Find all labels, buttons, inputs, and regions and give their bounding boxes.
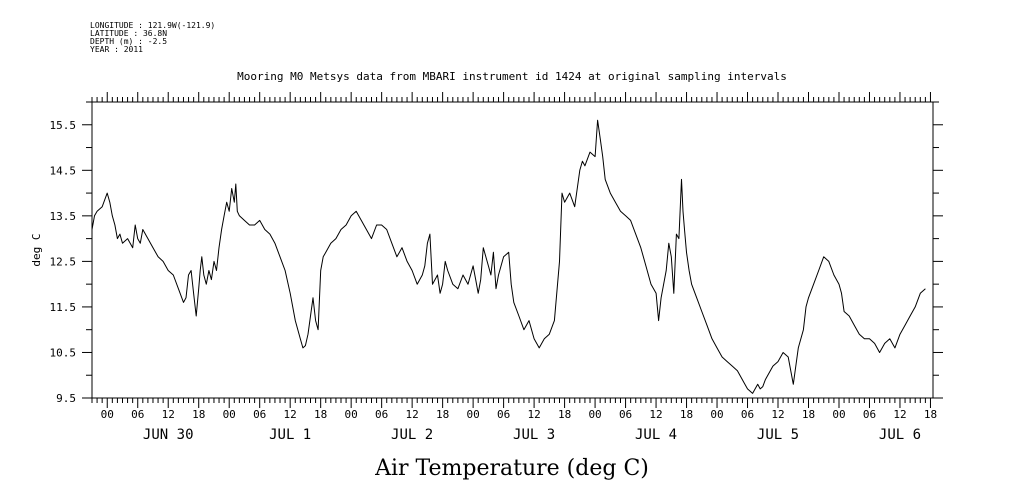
x-hour-label: 18 [192,408,205,421]
y-tick-label: 10.5 [50,346,77,359]
x-hour-label: 18 [558,408,571,421]
x-hour-label: 12 [406,408,419,421]
x-hour-label: 00 [101,408,114,421]
x-day-label: JUN 30 [143,427,194,443]
x-hour-label: 00 [710,408,723,421]
depth-text: DEPTH (m) : -2.5 [90,37,168,46]
x-hour-label: 12 [649,408,662,421]
x-day-label: JUL 3 [513,427,555,443]
chart-title: Mooring M0 Metsys data from MBARI instru… [237,70,787,83]
x-hour-label: 06 [497,408,510,421]
x-hour-label: 06 [131,408,144,421]
plot-frame [91,101,934,399]
year-text: YEAR : 2011 [90,45,143,54]
x-day-label: JUL 6 [879,427,921,443]
series-group [91,119,926,394]
x-hour-label: 06 [375,408,388,421]
x-hour-label: 00 [466,408,479,421]
x-hour-label: 12 [771,408,784,421]
x-hour-label: 12 [893,408,906,421]
x-hour-label: 00 [588,408,601,421]
y-tick-label: 13.5 [50,210,77,223]
mooring-metadata: LONGITUDE : 121.9W(-121.9) LATITUDE : 36… [90,22,215,54]
x-hour-label: 06 [863,408,876,421]
y-axis-ticks: 9.5 10.5 11.5 12.5 13.5 14.5 15.5 [50,101,943,405]
x-hour-label: 06 [253,408,266,421]
x-hour-label: 06 [619,408,632,421]
x-hour-label: 12 [284,408,297,421]
x-hour-label: 00 [345,408,358,421]
x-hour-label: 18 [436,408,449,421]
y-tick-label: 12.5 [50,255,77,268]
y-tick-label: 9.5 [56,392,76,405]
plot-border [91,101,934,399]
y-tick-label: 11.5 [50,301,77,314]
x-hour-label: 06 [741,408,754,421]
x-day-label: JUL 1 [269,427,311,443]
x-hour-label: 18 [924,408,937,421]
longitude-text: LONGITUDE : 121.9W(-121.9) [90,21,216,30]
y-tick-label: 14.5 [50,164,77,177]
x-axis-label: Air Temperature (deg C) [374,456,649,481]
air-temperature-line [91,119,926,394]
x-hour-label: 00 [832,408,845,421]
latitude-text: LATITUDE : 36.8N [90,29,168,38]
y-tick-label: 15.5 [50,119,77,132]
x-hour-label: 18 [314,408,327,421]
x-day-label: JUL 4 [635,427,677,443]
x-hour-label: 12 [162,408,175,421]
x-hour-label: 00 [223,408,236,421]
x-hour-label: 18 [802,408,815,421]
x-hour-label: 12 [527,408,540,421]
x-hour-label: 18 [680,408,693,421]
x-axis-ticks: 00 06 12 18 00 06 12 18 00 06 12 18 00 06 12 18 00 06 12 18… [91,92,937,443]
x-day-label: JUL 5 [757,427,799,443]
y-axis-label: deg C [30,233,43,266]
x-day-label: JUL 2 [391,427,433,443]
